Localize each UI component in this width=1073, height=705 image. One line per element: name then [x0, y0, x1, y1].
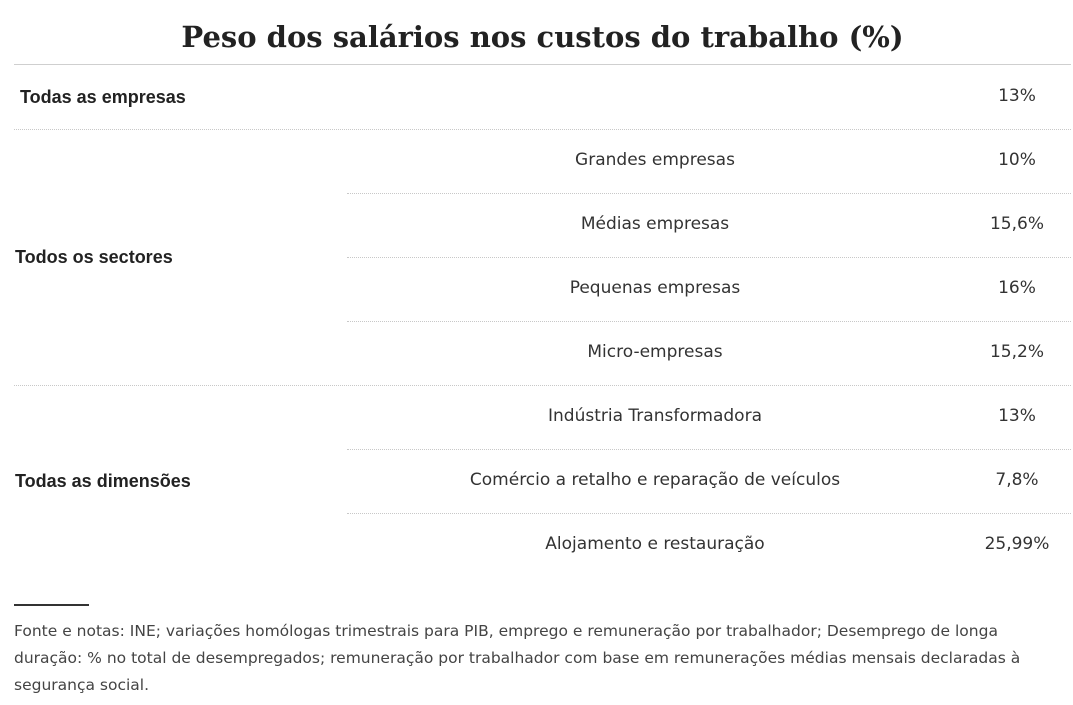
row-label: Pequenas empresas — [569, 278, 741, 298]
source-notes: Fonte e notas: INE; variações homólogas … — [14, 622, 1021, 694]
row-separator — [347, 193, 1071, 194]
group-separator — [14, 129, 1071, 130]
row-separator — [347, 513, 1071, 514]
title-rule — [14, 64, 1071, 65]
row-separator — [347, 321, 1071, 322]
row-value: 13% — [998, 406, 1036, 426]
row-label: Indústria Transformadora — [548, 406, 762, 426]
row-value: 15,2% — [989, 342, 1044, 362]
group-label: Todas as dimensões — [15, 471, 191, 491]
row-separator — [347, 449, 1071, 450]
footnote-rule — [14, 604, 89, 606]
row-value: 25,99% — [984, 534, 1050, 554]
row-label: Micro-empresas — [587, 342, 723, 362]
chart-title: Peso dos salários nos custos do trabalho… — [181, 20, 904, 54]
row-label: Médias empresas — [580, 214, 730, 234]
row-value: 13% — [998, 86, 1036, 106]
row-label: Alojamento e restauração — [545, 534, 765, 554]
row-separator — [347, 257, 1071, 258]
row-value: 15,6% — [989, 214, 1044, 234]
group-label: Todos os sectores — [15, 247, 173, 267]
group-separator — [14, 385, 1071, 386]
group-label: Todas as empresas — [20, 87, 186, 107]
row-label: Grandes empresas — [575, 150, 735, 170]
row-value: 16% — [998, 278, 1036, 298]
row-label: Comércio a retalho e reparação de veícul… — [469, 470, 841, 490]
row-value: 10% — [998, 150, 1036, 170]
row-value: 7,8% — [995, 470, 1039, 490]
